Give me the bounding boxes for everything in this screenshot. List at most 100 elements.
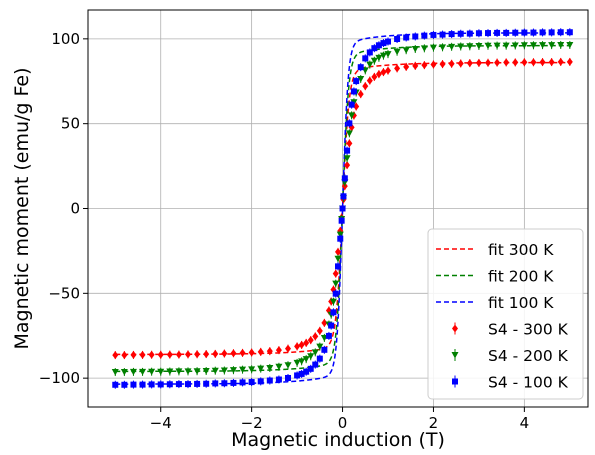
data-point [439, 60, 446, 69]
data-point [275, 376, 282, 383]
legend-marker-swatch [452, 324, 458, 333]
x-tick-label: 4 [520, 414, 530, 432]
data-point [412, 61, 419, 70]
data-point [298, 358, 306, 365]
data-point [294, 372, 301, 379]
data-point [332, 280, 340, 288]
data-point [393, 48, 401, 56]
data-point [485, 58, 491, 67]
data-point [348, 101, 355, 108]
data-point [175, 381, 182, 388]
data-point [257, 378, 264, 385]
y-tick-label: 0 [70, 200, 80, 218]
data-point [566, 41, 574, 49]
data-point [370, 57, 378, 65]
legend-label: fit 300 K [488, 241, 554, 259]
data-point [316, 355, 323, 362]
legend-label: S4 - 100 K [488, 374, 569, 392]
data-point [357, 64, 364, 71]
data-point [303, 338, 310, 347]
data-point [239, 366, 247, 374]
data-point [420, 45, 428, 52]
data-point [175, 368, 183, 375]
data-point [375, 42, 382, 49]
data-point [239, 379, 246, 386]
data-point [380, 68, 387, 77]
data-series [112, 28, 573, 389]
data-point [212, 349, 219, 358]
data-point [346, 120, 353, 127]
data-point [484, 42, 492, 50]
data-point [275, 363, 283, 371]
data-point [385, 66, 391, 75]
data-point [316, 343, 324, 351]
data-point [475, 30, 482, 37]
data-point [448, 31, 455, 38]
data-point [466, 30, 473, 37]
data-point [557, 29, 564, 36]
data-point [329, 298, 337, 306]
data-point [379, 52, 387, 60]
data-point [321, 346, 328, 353]
data-point [285, 374, 291, 381]
data-point [341, 175, 348, 182]
data-point [448, 43, 456, 51]
data-point [557, 57, 564, 66]
data-point [457, 30, 464, 37]
data-point [530, 29, 537, 36]
data-point [457, 59, 464, 68]
data-point [257, 365, 265, 373]
data-point [230, 349, 237, 358]
data-point [130, 381, 137, 388]
data-point [298, 340, 305, 349]
data-point [203, 350, 210, 359]
data-point [357, 76, 365, 83]
data-point [307, 336, 314, 345]
data-point [371, 72, 378, 81]
data-point [512, 29, 519, 36]
data-point [220, 367, 228, 375]
data-point [466, 43, 474, 50]
data-point [346, 139, 353, 148]
data-point [312, 361, 319, 368]
data-point [362, 82, 369, 91]
data-point [512, 58, 519, 67]
data-point [511, 42, 519, 49]
data-point [139, 381, 146, 388]
data-point [316, 326, 323, 335]
data-point [239, 348, 246, 357]
data-series [112, 57, 573, 360]
y-tick-label: 50 [61, 115, 80, 133]
data-point [202, 368, 210, 375]
x-axis-label: Magnetic induction (T) [231, 429, 445, 451]
data-point [175, 350, 182, 359]
data-point [139, 368, 147, 376]
data-point [539, 42, 547, 49]
x-tick-label: 0 [338, 414, 348, 432]
data-point [185, 350, 191, 359]
data-point [350, 88, 357, 95]
data-point [129, 368, 137, 376]
data-point [530, 58, 537, 67]
data-point [157, 381, 164, 388]
data-point [157, 350, 164, 359]
data-point [221, 349, 228, 358]
data-point [340, 193, 347, 200]
y-axis-label: Magnetic moment (emu/g Fe) [11, 67, 33, 349]
data-point [307, 365, 314, 372]
data-point [185, 381, 191, 388]
data-point [184, 368, 192, 375]
data-point [194, 350, 201, 359]
data-point [466, 59, 473, 68]
data-point [375, 70, 382, 79]
fit-line [115, 32, 570, 385]
grid [88, 10, 588, 407]
data-point [121, 381, 128, 388]
data-point [312, 332, 319, 341]
x-tick-label: −2 [241, 414, 263, 432]
data-point [230, 379, 237, 386]
data-point [275, 346, 282, 355]
data-point [266, 364, 274, 372]
data-point [439, 31, 446, 38]
data-point [335, 247, 341, 256]
